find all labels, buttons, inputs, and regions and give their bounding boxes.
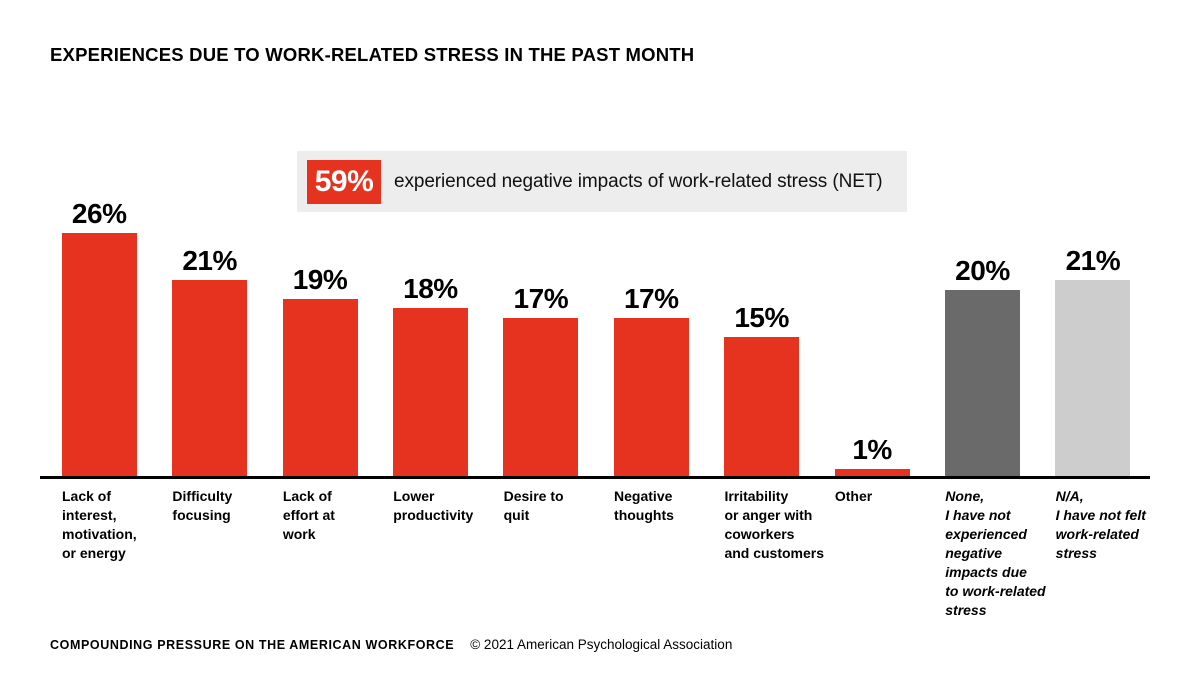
bar (392, 308, 468, 478)
category-label: Negative thoughts (614, 488, 674, 523)
net-callout-text: experienced negative impacts of work-rel… (394, 170, 883, 192)
bar-slot: 20% (927, 254, 1037, 478)
bar (172, 280, 248, 478)
net-callout-badge: 59% (307, 159, 381, 204)
bar-value-label: 20% (955, 254, 1010, 286)
category-label: Other (834, 488, 873, 504)
bar-slot: 1% (817, 433, 927, 478)
footer-report-title: COMPOUNDING PRESSURE ON THE AMERICAN WOR… (50, 638, 455, 652)
bar-slot: 18% (375, 275, 485, 478)
chart-title: EXPERIENCES DUE TO WORK-RELATED STRESS I… (50, 44, 695, 65)
bar (61, 233, 137, 478)
category-label: Desire to quit (503, 488, 564, 523)
footer-copyright: © 2021 American Psychological Associatio… (470, 637, 733, 652)
bar (282, 299, 358, 478)
category-label: None, I have not experienced negative im… (945, 488, 1046, 618)
x-axis-line (40, 476, 1150, 479)
bar-slot: 21% (154, 247, 264, 478)
bar (724, 336, 800, 478)
bar-slot: 26% (44, 200, 154, 478)
bar-value-label: 1% (852, 433, 892, 465)
net-callout-value: 59% (314, 164, 374, 198)
bar-value-label: 15% (734, 301, 789, 333)
bar-slot: 21% (1038, 247, 1148, 478)
bar-slot: 17% (596, 282, 706, 478)
bar-value-label: 26% (71, 198, 127, 230)
category-label: Difficulty focusing (172, 488, 233, 523)
bar-value-label: 21% (182, 245, 237, 277)
category-label: Lower productivity (393, 488, 474, 523)
category-labels-row: Lack of interest, motivation, or energy D… (44, 487, 1148, 620)
category-label: Lack of effort at work (282, 488, 335, 542)
bar-value-label: 18% (403, 273, 458, 305)
bar (1055, 280, 1131, 478)
bars-row: 26% 21% 19% 18% 17% 17% 15% 1% 20% 21% (44, 188, 1148, 478)
bar-value-label: 17% (623, 282, 679, 314)
bar-slot: 17% (486, 282, 596, 478)
footer: COMPOUNDING PRESSURE ON THE AMERICAN WOR… (50, 637, 732, 652)
bar (613, 317, 689, 478)
bar-slot: 15% (706, 301, 816, 478)
bar-slot: 19% (265, 266, 375, 478)
bar-value-label: 19% (292, 264, 348, 296)
bar (503, 317, 579, 478)
bar-value-label: 17% (513, 282, 569, 314)
bar (944, 289, 1020, 478)
bar (834, 468, 910, 478)
category-label: Irritability or anger with coworkers and… (724, 488, 825, 561)
bar-value-label: 21% (1065, 245, 1121, 277)
category-label: N/A, I have not felt work-related stress (1055, 488, 1146, 561)
net-callout: 59% experienced negative impacts of work… (297, 151, 907, 212)
category-label: Lack of interest, motivation, or energy (62, 488, 137, 561)
